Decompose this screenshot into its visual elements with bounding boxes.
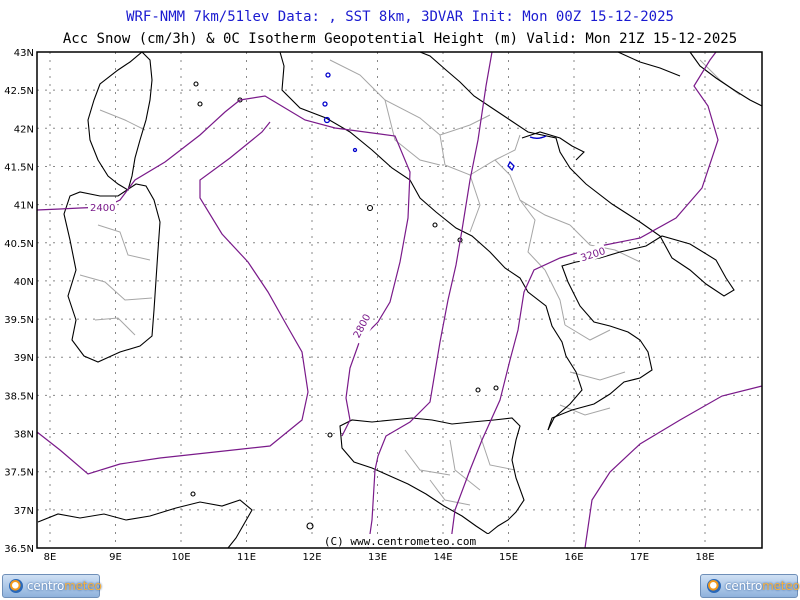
lat-lon-grid [37,52,762,548]
latitude-label: 42N [14,124,34,135]
model-info-title: WRF-NMM 7km/51lev Data: , SST 8km, 3DVAR… [126,9,674,25]
copyright-credit: (C) www.centrometeo.com [324,535,477,548]
longitude-label: 12E [302,552,321,563]
logo-text: centrometeo [27,579,102,593]
isotherm-height-contours [36,51,763,549]
latitude-label: 40N [14,277,34,288]
longitude-label: 18E [695,552,714,563]
centrometeo-logo-icon [707,579,721,593]
latitude-label: 39.5N [4,315,34,326]
latitude-label: 38N [14,430,34,441]
longitude-label: 8E [44,552,57,563]
logo-text: centrometeo [725,579,800,593]
longitude-label: 14E [433,552,452,563]
longitude-label: 9E [109,552,122,563]
latitude-label: 40.5N [4,239,34,250]
snow-accumulation-contours [322,72,547,172]
latitude-label: 41.5N [4,162,34,173]
contour-label-group: 2400 2800 3200 [88,200,608,346]
contour-label-3200: 3200 [579,246,607,264]
centrometeo-logo-left: centrometeo [2,574,102,598]
longitude-labels: 8E 9E 10E 11E 12E 13E 14E 15E 16E 17E 18E [44,552,715,563]
latitude-label: 39N [14,353,34,364]
map-frame [36,51,763,549]
latitude-label: 36.5N [4,544,34,555]
latitude-label: 42.5N [4,86,34,97]
latitude-label: 37N [14,506,34,517]
longitude-label: 17E [630,552,649,563]
longitude-label: 10E [171,552,190,563]
centrometeo-logo-icon [9,579,23,593]
longitude-label: 11E [237,552,256,563]
latitude-label: 43N [14,48,34,59]
latitude-label: 41N [14,201,34,212]
centrometeo-logo-right: centrometeo [700,574,800,598]
longitude-label: 13E [368,552,387,563]
latitude-label: 38.5N [4,391,34,402]
coastlines [37,51,763,549]
regional-borders [79,59,741,506]
latitude-labels: 43N 42.5N 42N 41.5N 41N 40.5N 40N 39.5N 39N 38.5N… [4,48,34,555]
contour-label-2400: 2400 [90,203,115,214]
longitude-label: 15E [499,552,518,563]
field-description-title: Acc Snow (cm/3h) & 0C Isotherm Geopotent… [62,31,738,47]
longitude-label: 16E [564,552,583,563]
latitude-label: 37.5N [4,468,34,479]
